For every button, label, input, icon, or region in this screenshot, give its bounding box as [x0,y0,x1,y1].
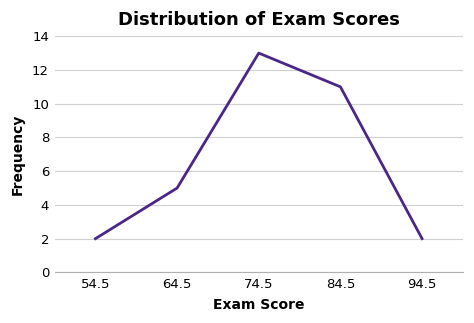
Title: Distribution of Exam Scores: Distribution of Exam Scores [118,11,400,29]
Y-axis label: Frequency: Frequency [11,114,25,195]
X-axis label: Exam Score: Exam Score [213,298,304,312]
